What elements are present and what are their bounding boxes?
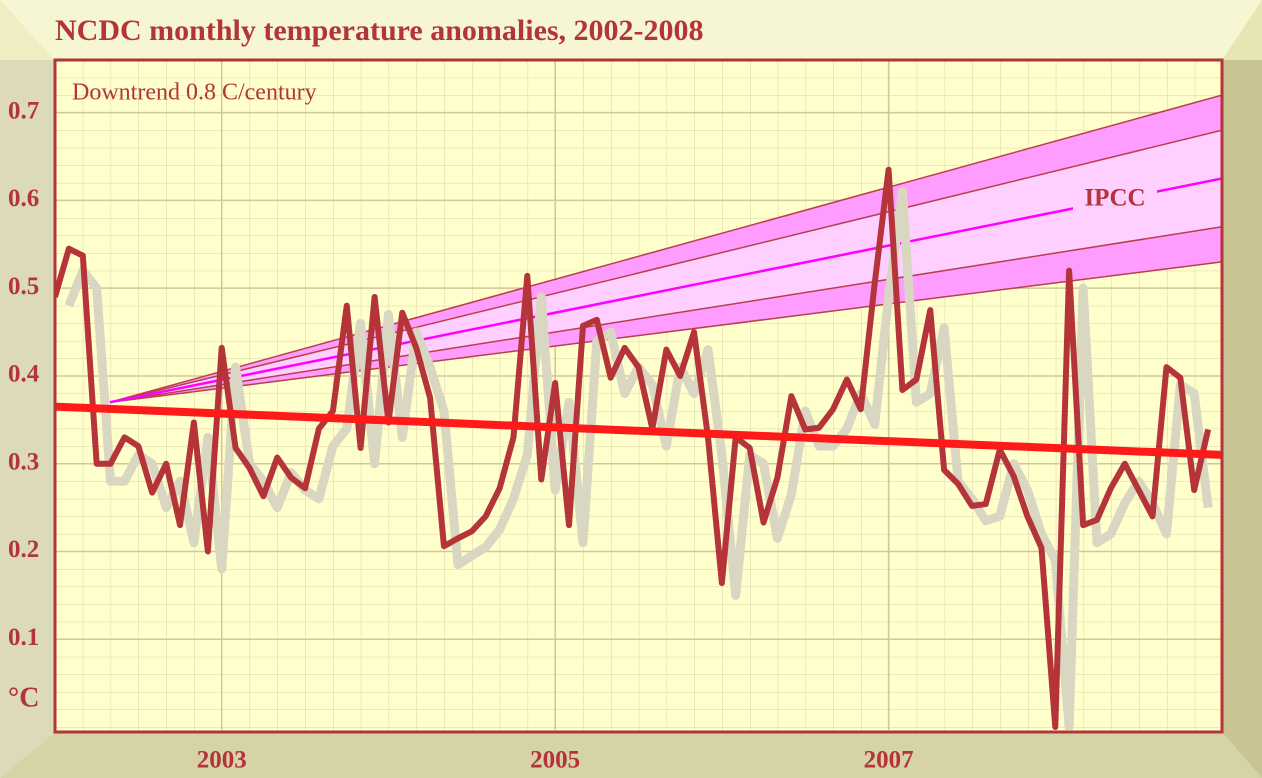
- y-tick-label: 0.3: [8, 448, 39, 475]
- ipcc-line: [109, 177, 1222, 404]
- x-tick-label: 2007: [864, 747, 914, 774]
- trend-label: Downtrend 0.8 C/century: [72, 80, 317, 106]
- labels: 0.1 0.2 0.3 0.4 0.5 0.6 0.7 2003 2005 2007 IPCC: [8, 97, 1146, 773]
- ipcc-line: [109, 129, 1222, 404]
- y-tick-label: 0.4: [8, 361, 40, 388]
- ipcc-line: [109, 261, 1222, 404]
- y-tick-label: 0.2: [8, 536, 39, 563]
- trend-line: [55, 402, 1222, 459]
- ipcc-label-bg: [1073, 185, 1157, 215]
- ipcc-line: [109, 226, 1222, 404]
- x-tick-label: 2005: [530, 747, 580, 774]
- x-tick-label: 2003: [197, 747, 247, 774]
- y-tick-label: 0.7: [8, 97, 39, 124]
- frame-right: [1222, 0, 1262, 778]
- series-line: [55, 166, 1212, 730]
- y-tick-label: 0.1: [8, 624, 39, 651]
- chart-title: NCDC monthly temperature anomalies, 2002…: [55, 14, 704, 47]
- ipcc-line: [109, 94, 1222, 403]
- y-tick-label: 0.5: [8, 273, 39, 300]
- plot-border: [53, 58, 1224, 734]
- plot-area: [55, 60, 1222, 730]
- y-axis-label: °C: [8, 682, 39, 713]
- y-tick-label: 0.6: [8, 185, 39, 212]
- ipcc-label: IPCC: [1084, 185, 1145, 212]
- frame-bottom: [0, 732, 1262, 778]
- title-band: [0, 0, 1262, 60]
- frame-left: [0, 0, 55, 778]
